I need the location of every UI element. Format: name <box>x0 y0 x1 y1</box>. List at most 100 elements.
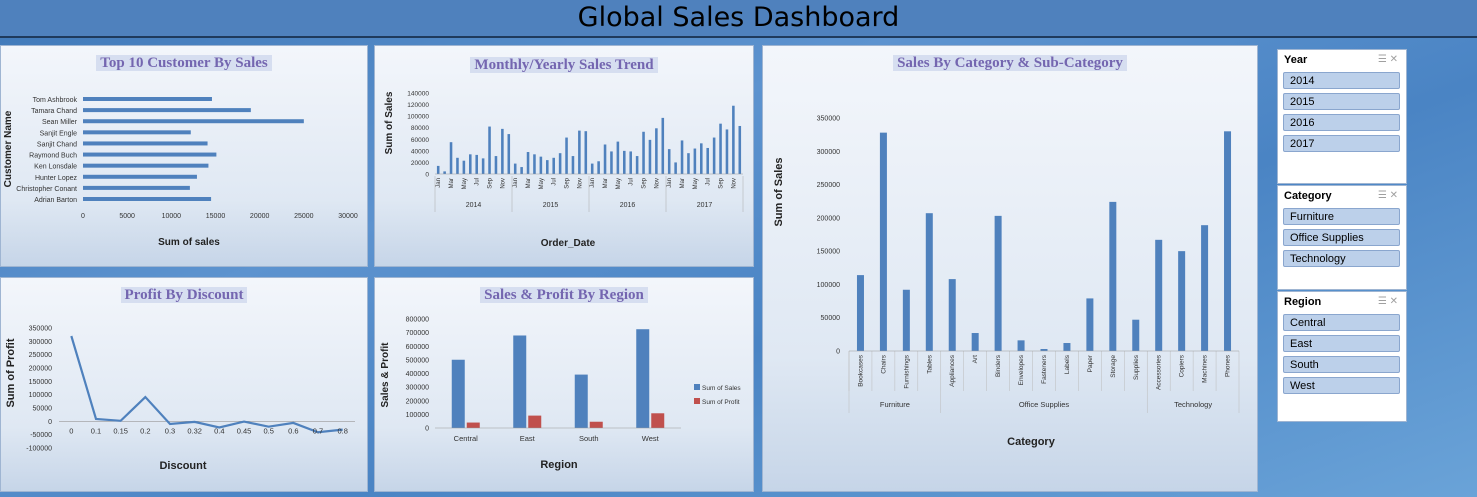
customer-bar <box>83 185 190 190</box>
y-tick-label: 100000 <box>817 282 840 289</box>
y-tick-label: 0 <box>425 172 429 179</box>
month-bar <box>738 125 742 174</box>
y-tick-label: 20000 <box>411 160 429 167</box>
subcategory-bar <box>994 215 1002 351</box>
month-tick-label: May <box>616 178 622 189</box>
y-tick-label: 80000 <box>411 125 429 132</box>
subcategory-bar <box>971 333 979 351</box>
legend-label: Sum of Profit <box>702 399 740 406</box>
profit-bar <box>589 421 603 428</box>
month-bar <box>648 139 652 174</box>
multi-select-icon[interactable]: ☰ <box>1377 190 1387 201</box>
slicer-item-2016[interactable]: 2016 <box>1283 114 1400 131</box>
month-bar <box>597 161 600 174</box>
x-axis-title: Discount <box>159 460 206 472</box>
subcategory-tick-label: Chairs <box>880 354 887 374</box>
x-tick-label: 5000 <box>119 213 135 220</box>
x-tick-label: 0 <box>81 213 85 220</box>
category-slicer-title: Category <box>1284 190 1332 202</box>
subcategory-tick-label: Art <box>972 355 979 364</box>
subcategory-tick-label: Phones <box>1225 354 1232 377</box>
slicer-item-office-supplies[interactable]: Office Supplies <box>1283 229 1400 246</box>
profit-discount-title: Profit By Discount <box>120 287 248 303</box>
customer-bar <box>83 130 191 135</box>
x-tick-label: 0.5 <box>263 426 273 435</box>
subcategory-tick-label: Tables <box>926 354 933 374</box>
month-tick-label: Nov <box>500 178 506 189</box>
category-panel: Sales By Category & Sub-Category 0 50000 1… <box>762 45 1258 492</box>
month-tick-label: Sep <box>719 177 725 188</box>
month-bar <box>488 126 491 174</box>
y-tick-label: 150000 <box>29 379 52 386</box>
subcategory-tick-label: Storage <box>1110 355 1117 378</box>
dashboard-title: Global Sales Dashboard <box>0 0 1477 38</box>
y-tick-label: 200000 <box>29 366 52 373</box>
y-tick-label: 120000 <box>407 102 429 109</box>
customer-tick-label: Raymond Buch <box>29 153 77 160</box>
customer-bar <box>83 119 304 124</box>
customer-bar <box>83 141 208 146</box>
month-bar <box>693 148 697 174</box>
x-tick-label: 0.3 <box>165 426 175 435</box>
x-tick-label: 0.15 <box>113 426 128 435</box>
y-axis-title: Sales & Profit <box>380 342 391 408</box>
subcategory-bar <box>1178 251 1186 351</box>
slicer-item-central[interactable]: Central <box>1283 314 1400 331</box>
clear-filter-icon[interactable]: ✕ <box>1389 54 1398 65</box>
month-bar <box>565 137 568 174</box>
category-group-label: Technology <box>1174 400 1212 409</box>
slicer-item-west[interactable]: West <box>1283 377 1400 394</box>
month-tick-label: May <box>693 178 699 189</box>
month-bar <box>513 163 517 174</box>
top-customers-title: Top 10 Customer By Sales <box>96 55 272 71</box>
customer-bar <box>83 97 212 101</box>
customer-tick-label: Christopher Conant <box>16 186 77 193</box>
clear-filter-icon[interactable]: ✕ <box>1389 190 1398 201</box>
subcategory-tick-label: Envelopes <box>1018 354 1025 385</box>
x-tick-label: 0.8 <box>337 426 347 435</box>
clear-filter-icon[interactable]: ✕ <box>1389 296 1398 307</box>
x-tick-label: 10000 <box>162 213 182 220</box>
y-tick-label: 350000 <box>29 326 52 333</box>
y-tick-label: 500000 <box>406 357 429 364</box>
month-bar <box>610 151 613 174</box>
subcategory-bar <box>902 289 910 351</box>
legend-swatch <box>694 398 700 404</box>
y-tick-label: 50000 <box>33 406 53 413</box>
slicer-item-2015[interactable]: 2015 <box>1283 93 1400 110</box>
profit-bar <box>651 413 665 428</box>
multi-select-icon[interactable]: ☰ <box>1377 296 1387 307</box>
month-bar <box>571 156 575 174</box>
customer-tick-label: Sanjit Engle <box>40 130 77 137</box>
customer-tick-label: Ken Lonsdale <box>34 164 77 171</box>
slicer-item-2017[interactable]: 2017 <box>1283 135 1400 152</box>
subcategory-bar <box>1132 319 1140 351</box>
slicer-item-furniture[interactable]: Furniture <box>1283 208 1400 225</box>
slicer-item-2014[interactable]: 2014 <box>1283 72 1400 89</box>
month-bar <box>533 154 536 174</box>
month-bar <box>732 105 735 174</box>
month-bar <box>481 158 485 174</box>
month-bar <box>558 153 562 174</box>
region-slicer: Region ☰ ✕ Central East South West <box>1277 291 1407 422</box>
top-customers-panel: Top 10 Customer By Sales Tom Ashbrook Tam… <box>0 45 368 267</box>
slicer-item-east[interactable]: East <box>1283 335 1400 352</box>
month-bar <box>629 151 632 174</box>
month-tick-label: Mar <box>526 178 532 188</box>
month-bar <box>584 131 588 174</box>
month-tick-label: Sep <box>488 177 494 188</box>
x-axis-title: Region <box>540 459 578 471</box>
month-tick-label: Jul <box>629 178 635 186</box>
month-bar <box>469 154 472 174</box>
slicer-item-technology[interactable]: Technology <box>1283 250 1400 267</box>
customer-bar <box>83 174 197 179</box>
month-bar <box>712 137 716 174</box>
customer-tick-label: Sean Miller <box>42 119 78 126</box>
multi-select-icon[interactable]: ☰ <box>1377 54 1387 65</box>
x-tick-label: 15000 <box>206 213 226 220</box>
subcategory-tick-label: Appliances <box>949 354 956 387</box>
x-tick-label: 0.2 <box>140 426 150 435</box>
slicer-item-south[interactable]: South <box>1283 356 1400 373</box>
profit-discount-panel: Profit By Discount -100000 -50000 0 50000 10… <box>0 277 368 492</box>
month-tick-label: May <box>539 178 545 189</box>
